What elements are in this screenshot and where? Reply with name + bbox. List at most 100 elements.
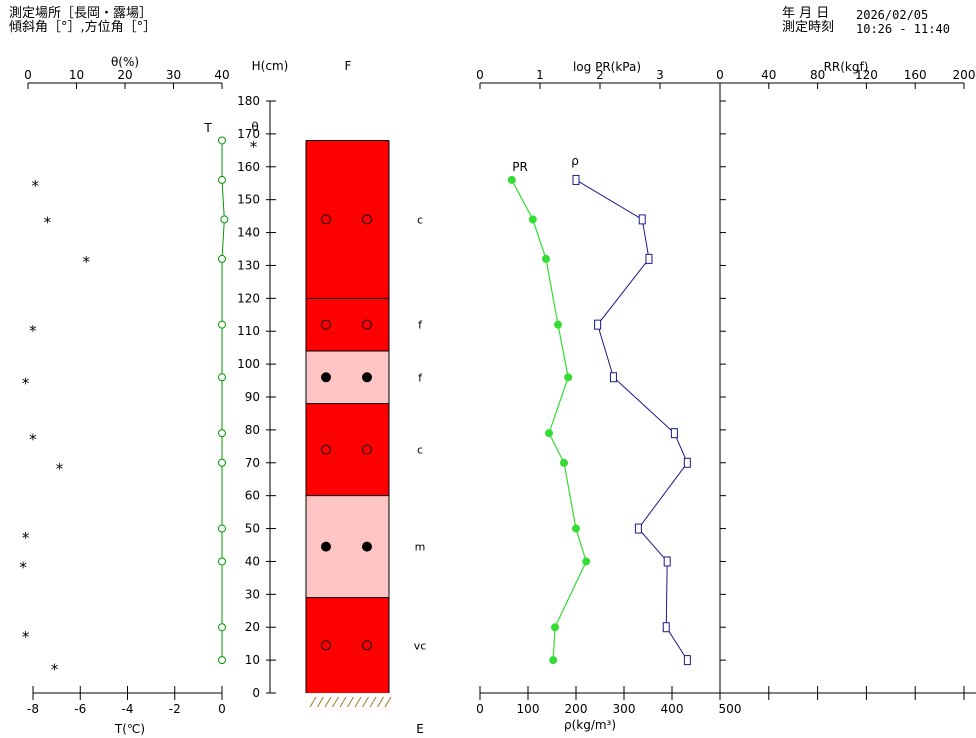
height-tick-label: 80: [245, 423, 260, 437]
rr-tick-label: 40: [761, 68, 776, 82]
date-value: 2026/02/05: [856, 8, 929, 22]
ground-hatch: [309, 696, 317, 708]
density-tick-label: 200: [565, 702, 588, 716]
theta-point: *: [22, 375, 30, 393]
rr-tick-label: 80: [810, 68, 825, 82]
height-tick-label: 170: [237, 127, 260, 141]
theta-point: *: [44, 213, 52, 231]
layer-hardness-marker: [362, 372, 372, 383]
ground-hatch: [377, 696, 384, 708]
temperature-point: [218, 458, 226, 467]
pr-point: [572, 524, 580, 533]
density-point: [670, 428, 678, 439]
density-point: [634, 523, 642, 534]
pr-point: [551, 623, 559, 632]
layer-hardness-marker: [321, 444, 331, 455]
height-tick-label: 90: [245, 390, 260, 404]
ground-hatch: [324, 696, 332, 708]
temperature-point: [218, 557, 226, 566]
layer-hardness-marker: [362, 541, 372, 552]
theta-point: *: [51, 661, 59, 679]
density-point: [662, 622, 670, 633]
ground-hatch: [362, 696, 369, 708]
theta-tick-label: 20: [117, 68, 132, 82]
theta-point: *: [56, 460, 64, 478]
height-axis-label: H(cm): [252, 59, 289, 73]
density-point: [609, 372, 617, 383]
layer-grain-label: f: [418, 371, 423, 384]
log-pr-tick-label: 0: [476, 68, 484, 82]
layer-grain-label: m: [415, 541, 426, 554]
pr-point: [560, 458, 568, 467]
height-tick-label: 140: [237, 226, 260, 240]
angle-title: 傾斜角［°］,方位角［°］: [9, 20, 157, 35]
density-axis-label: ρ(kg/m³): [564, 718, 616, 732]
theta-tick-label: 0: [24, 68, 32, 82]
layer-hardness-marker: [362, 319, 372, 330]
temperature-line: [221, 140, 225, 661]
layer-grain-label: c: [417, 213, 423, 226]
temperature-tick-label: -4: [122, 702, 134, 716]
pr-point: [528, 215, 537, 224]
density-tick-label: 0: [476, 702, 484, 716]
theta-point: *: [29, 430, 37, 448]
density-tick-label: 500: [719, 702, 742, 716]
rr-tick-label: 160: [904, 68, 927, 82]
pr-point: [507, 175, 516, 184]
log-pr-axis-label: log PR(kPa): [573, 60, 641, 74]
pr-series-label: PR: [512, 160, 528, 174]
rr-tick-label: 0: [716, 68, 724, 82]
height-tick-label: 20: [245, 620, 260, 634]
layer-hardness-marker: [321, 372, 331, 383]
density-series-label: ρ: [571, 154, 579, 168]
temperature-tick-label: 0: [218, 702, 226, 716]
ground-hatch: [369, 696, 377, 708]
temperature-point: [220, 215, 229, 224]
density-tick-label: 300: [613, 702, 636, 716]
ground-hatch: [332, 696, 339, 708]
layer-hardness-marker: [321, 640, 331, 651]
log-pr-tick-label: 2: [596, 68, 604, 82]
pr-point: [549, 656, 558, 665]
temperature-axis-label: T(℃): [114, 722, 145, 736]
theta-tick-label: 10: [69, 68, 84, 82]
height-tick-label: 110: [237, 324, 260, 338]
time-label: 測定時刻: [782, 20, 835, 35]
date-label: 年 月 日: [782, 6, 830, 21]
temperature-tick-label: -2: [169, 702, 181, 716]
temperature-point: [218, 656, 226, 665]
density-point: [645, 253, 653, 264]
temperature-point: [218, 320, 226, 329]
height-tick-label: 100: [237, 357, 260, 371]
temperature-point: [218, 623, 226, 632]
layer-hardness-marker: [321, 541, 331, 552]
layer-grain-label: c: [417, 444, 423, 457]
height-tick-label: 180: [237, 94, 260, 108]
log-pr-tick-label: 3: [656, 68, 664, 82]
pr-line: [511, 179, 587, 661]
ground-hatch: [384, 696, 392, 708]
theta-point: *: [250, 138, 258, 156]
log-pr-tick-label: 1: [536, 68, 544, 82]
height-tick-label: 160: [237, 160, 260, 174]
height-tick-label: 10: [245, 653, 260, 667]
pr-point: [554, 320, 562, 329]
pr-point: [545, 429, 553, 438]
snow-layer: [306, 350, 389, 404]
density-line: [575, 179, 688, 661]
theta-axis-label: θ(%): [111, 55, 139, 69]
snow-layer: [306, 597, 389, 693]
temperature-point: [218, 175, 226, 184]
ground-hatch: [317, 696, 324, 708]
rr-axis-label: RR(kgf): [824, 60, 869, 74]
snow-layer: [306, 140, 389, 299]
temperature-tick-label: -6: [74, 702, 86, 716]
temperature-point: [218, 429, 226, 438]
snow-layer: [306, 298, 389, 351]
density-point: [638, 214, 646, 225]
rr-tick-label: 120: [855, 68, 878, 82]
height-tick-label: 30: [245, 587, 260, 601]
snow-layer: [306, 403, 389, 496]
time-value: 10:26 - 11:40: [856, 22, 950, 36]
theta-point: *: [22, 628, 30, 646]
